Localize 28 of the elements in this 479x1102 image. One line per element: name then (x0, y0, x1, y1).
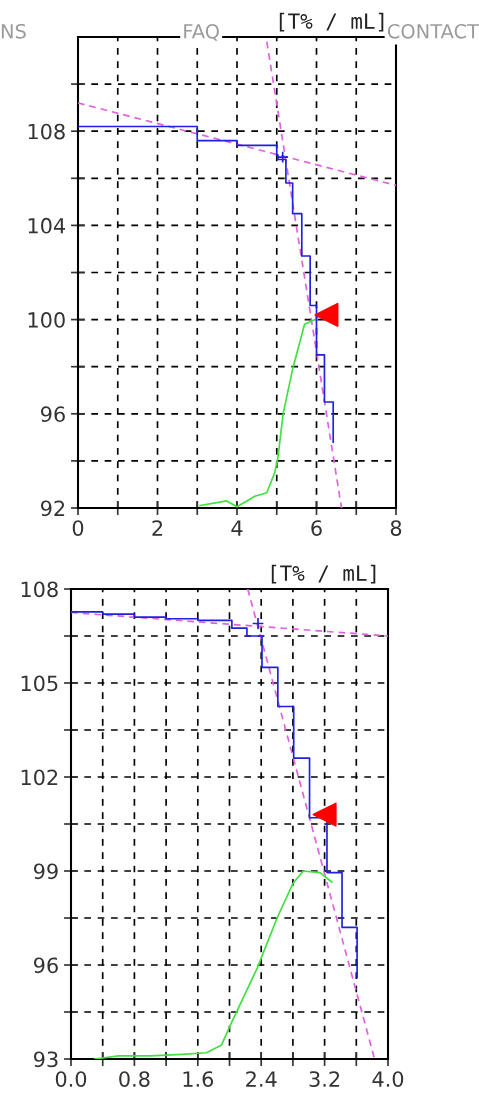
x-tick-label: 4 (231, 520, 243, 536)
x-tick-label: 0.8 (119, 1071, 150, 1087)
annotation: CONTACT (387, 23, 479, 39)
x-tick-label: 2 (152, 520, 163, 536)
y-tick-label: 100 (28, 312, 65, 328)
x-tick-label: 8 (390, 520, 402, 536)
text: NS (1, 23, 26, 39)
y-axis-title: [T% / mL] (279, 12, 384, 32)
line-series (93, 870, 333, 1059)
x-tick-label: 0.0 (55, 1071, 87, 1087)
x-tick-label: 4.0 (372, 1071, 404, 1087)
y-tick-label: 92 (41, 500, 65, 517)
x-tick-label: 1.6 (183, 1071, 214, 1087)
y-tick-label: 96 (41, 406, 65, 423)
x-tick-label: 3.2 (309, 1071, 340, 1087)
x-tick-label: 0 (72, 520, 84, 536)
annotation: FAQ (184, 23, 219, 41)
x-tick-label: 6 (311, 520, 322, 536)
y-axis-title: [T% / mL] (271, 564, 376, 584)
y-tick-label: 105 (21, 675, 58, 692)
y-tick-label: 104 (28, 217, 66, 234)
x-tick-label: 2.4 (246, 1071, 277, 1087)
y-tick-label: 108 (28, 123, 65, 140)
y-tick-label: 99 (34, 863, 58, 880)
y-tick-label: 102 (21, 769, 58, 786)
y-tick-label: 96 (34, 957, 58, 974)
y-tick-label: 93 (34, 1051, 58, 1068)
y-tick-label: 108 (21, 581, 58, 598)
